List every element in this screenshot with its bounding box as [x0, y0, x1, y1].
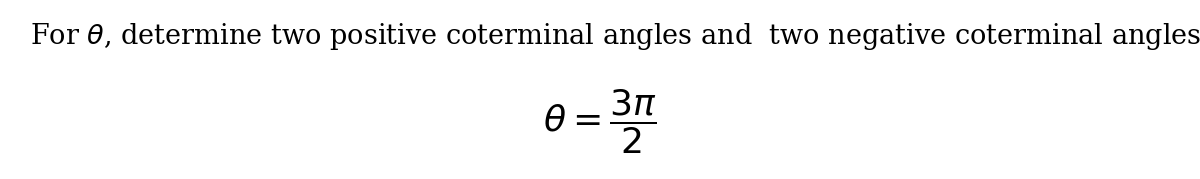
Text: For $\theta$, determine two positive coterminal angles and  two negative cotermi: For $\theta$, determine two positive cot… [30, 21, 1200, 52]
Text: $\theta = \dfrac{3\pi}{2}$: $\theta = \dfrac{3\pi}{2}$ [544, 88, 656, 156]
